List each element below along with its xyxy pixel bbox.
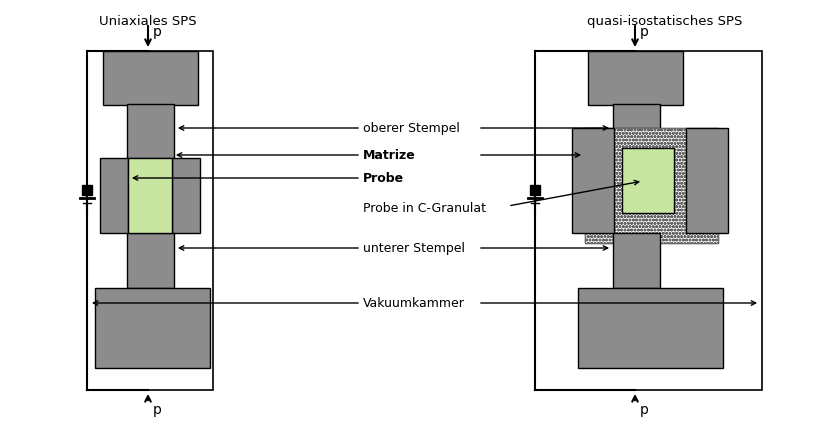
- Bar: [613, 233, 660, 288]
- Text: Uniaxiales SPS: Uniaxiales SPS: [99, 15, 196, 28]
- Bar: [585, 128, 718, 243]
- Text: p: p: [153, 403, 162, 417]
- Bar: [530, 185, 540, 195]
- Bar: [95, 288, 210, 368]
- Text: Vakuumkammer: Vakuumkammer: [363, 297, 465, 310]
- Bar: [172, 158, 200, 233]
- Text: p: p: [640, 403, 649, 417]
- Text: Probe in C-Granulat: Probe in C-Granulat: [363, 201, 486, 214]
- Bar: [686, 128, 728, 233]
- Text: quasi-isostatisches SPS: quasi-isostatisches SPS: [587, 15, 743, 28]
- Text: Matrize: Matrize: [363, 148, 416, 162]
- Bar: [613, 104, 660, 158]
- Text: Probe: Probe: [363, 171, 404, 184]
- Text: p: p: [153, 25, 162, 39]
- Text: oberer Stempel: oberer Stempel: [363, 121, 459, 135]
- Bar: [128, 158, 172, 233]
- Bar: [103, 51, 198, 105]
- Text: p: p: [640, 25, 649, 39]
- Bar: [622, 148, 674, 213]
- Bar: [572, 128, 614, 233]
- Bar: [100, 158, 128, 233]
- Bar: [585, 128, 718, 243]
- Text: unterer Stempel: unterer Stempel: [363, 242, 465, 255]
- Bar: [87, 51, 213, 390]
- Bar: [588, 51, 683, 105]
- Bar: [127, 104, 174, 158]
- Bar: [82, 185, 92, 195]
- Bar: [578, 288, 723, 368]
- Bar: [535, 51, 762, 390]
- Bar: [127, 233, 174, 288]
